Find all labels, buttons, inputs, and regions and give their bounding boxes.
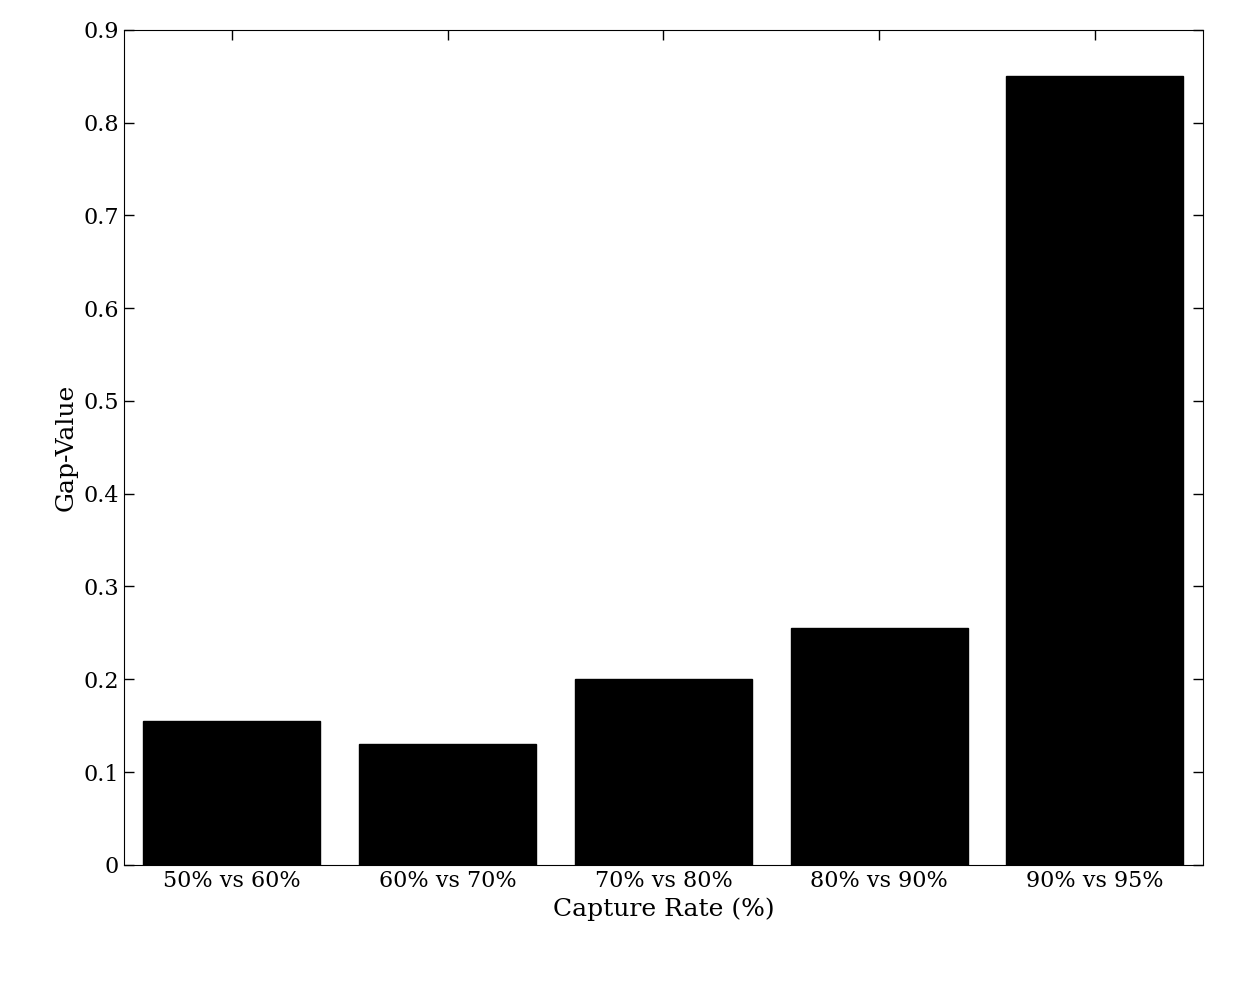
Y-axis label: Gap-Value: Gap-Value bbox=[55, 384, 78, 511]
X-axis label: Capture Rate (%): Capture Rate (%) bbox=[553, 898, 774, 920]
Bar bbox=[1007, 77, 1183, 865]
Bar bbox=[575, 679, 751, 865]
Bar bbox=[360, 745, 536, 865]
Bar bbox=[144, 721, 320, 865]
Bar bbox=[791, 628, 967, 865]
